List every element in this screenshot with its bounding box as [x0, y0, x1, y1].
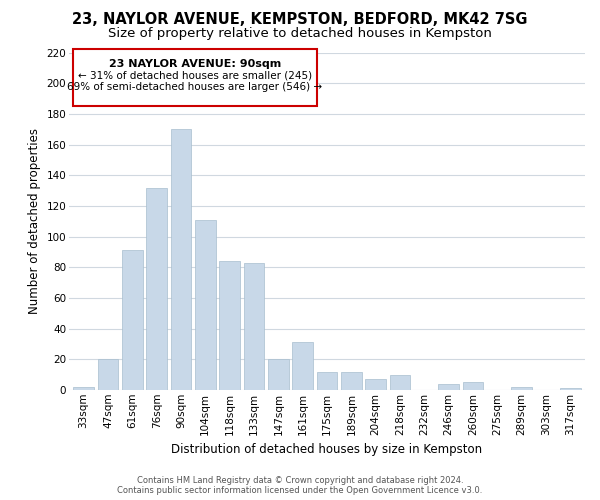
Bar	[292, 342, 313, 390]
Text: Contains public sector information licensed under the Open Government Licence v3: Contains public sector information licen…	[118, 486, 482, 495]
Y-axis label: Number of detached properties: Number of detached properties	[28, 128, 41, 314]
Bar	[511, 387, 532, 390]
Text: 23, NAYLOR AVENUE, KEMPSTON, BEDFORD, MK42 7SG: 23, NAYLOR AVENUE, KEMPSTON, BEDFORD, MK…	[72, 12, 528, 28]
Bar	[560, 388, 581, 390]
Bar	[73, 387, 94, 390]
Bar	[146, 188, 167, 390]
Bar	[122, 250, 143, 390]
X-axis label: Distribution of detached houses by size in Kempston: Distribution of detached houses by size …	[172, 443, 482, 456]
Bar	[365, 380, 386, 390]
Bar	[317, 372, 337, 390]
Text: Size of property relative to detached houses in Kempston: Size of property relative to detached ho…	[108, 28, 492, 40]
Bar	[73, 50, 317, 106]
Text: Contains HM Land Registry data © Crown copyright and database right 2024.: Contains HM Land Registry data © Crown c…	[137, 476, 463, 485]
Bar	[244, 262, 265, 390]
Bar	[195, 220, 215, 390]
Bar	[463, 382, 484, 390]
Bar	[170, 129, 191, 390]
Text: 23 NAYLOR AVENUE: 90sqm: 23 NAYLOR AVENUE: 90sqm	[109, 58, 281, 68]
Bar	[268, 360, 289, 390]
Bar	[219, 261, 240, 390]
Bar	[341, 372, 362, 390]
Bar	[98, 360, 118, 390]
Bar	[439, 384, 459, 390]
Text: 69% of semi-detached houses are larger (546) →: 69% of semi-detached houses are larger (…	[67, 82, 323, 92]
Text: ← 31% of detached houses are smaller (245): ← 31% of detached houses are smaller (24…	[78, 71, 312, 81]
Bar	[389, 374, 410, 390]
